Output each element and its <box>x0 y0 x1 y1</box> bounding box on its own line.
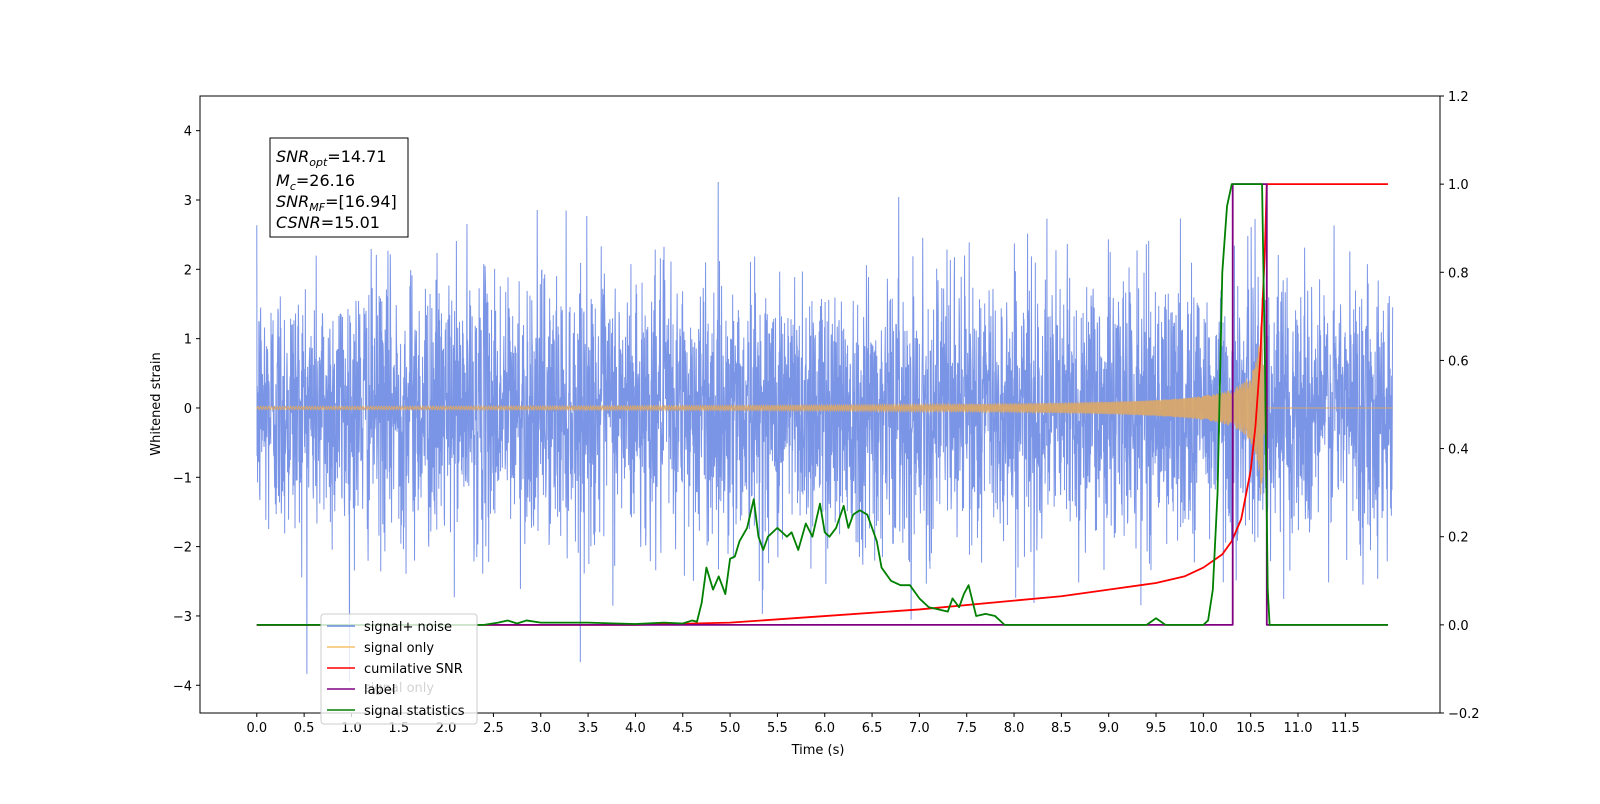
x-tick-label: 11.0 <box>1284 721 1313 736</box>
x-axis-label: Time (s) <box>791 743 845 758</box>
y-left-axis-ticks: 4 3 2 1 0 −1 −2 −3 −4 <box>173 125 200 694</box>
mc-text: Mc=26.16 <box>276 171 355 193</box>
x-tick-label: 2.5 <box>483 721 504 736</box>
legend-entry-signal-noise: signal+ noise <box>327 620 452 635</box>
snr-mf-text: SNRMF=[16.94] <box>276 192 397 214</box>
x-tick-label: 9.0 <box>1098 721 1119 736</box>
legend-entry-label: label <box>327 683 395 698</box>
y-left-tick-label: 3 <box>184 194 192 209</box>
legend-entry-cum-snr: cumilative SNR <box>327 662 463 677</box>
x-tick-label: 6.0 <box>814 721 835 736</box>
x-tick-label: 3.5 <box>578 721 599 736</box>
y-left-tick-label: −3 <box>173 610 192 625</box>
legend-label-signal-only: signal only <box>364 641 434 656</box>
legend-box <box>320 613 478 725</box>
series-layer <box>256 182 1394 682</box>
legend-label-signal-stats: signal statistics <box>364 704 465 719</box>
x-tick-label: 1.5 <box>388 721 409 736</box>
series-cumulative-snr <box>256 183 1388 626</box>
series-signal-only <box>256 297 1393 495</box>
snr-opt-text: SNRopt=14.71 <box>276 147 387 169</box>
x-tick-label: 5.0 <box>720 721 741 736</box>
x-tick-label: 6.5 <box>862 721 883 736</box>
stats-annotation: SNRopt=14.71 Mc=26.16 SNRMF=[16.94] CSNR… <box>269 137 409 238</box>
y-right-tick-label: 1.2 <box>1448 90 1469 105</box>
x-tick-label: 7.0 <box>909 721 930 736</box>
legend: signal only signal+ noise signal only cu… <box>320 613 478 725</box>
legend-entry-signal-stats: signal statistics <box>327 704 465 719</box>
y-axis-label: Whitened strain <box>149 352 164 455</box>
x-tick-label: 0.5 <box>294 721 315 736</box>
y-left-tick-label: −2 <box>173 541 192 556</box>
y-left-tick-label: 1 <box>184 333 192 348</box>
x-tick-label: 11.5 <box>1331 721 1360 736</box>
series-signal-noise <box>256 182 1394 682</box>
series-signal-statistics <box>256 183 1388 626</box>
x-tick-label: 9.5 <box>1146 721 1167 736</box>
x-tick-label: 3.0 <box>530 721 551 736</box>
y-left-tick-label: −4 <box>173 679 192 694</box>
y-left-tick-label: −1 <box>173 471 192 486</box>
y-right-tick-label: 0.6 <box>1448 354 1469 369</box>
y-right-tick-label: −0.2 <box>1448 707 1480 722</box>
y-left-tick-label: 4 <box>184 125 192 140</box>
legend-label-signal-noise: signal+ noise <box>364 620 452 635</box>
x-tick-label: 8.0 <box>1004 721 1025 736</box>
csnr-text: CSNR=15.01 <box>276 213 380 232</box>
x-tick-label: 5.5 <box>767 721 788 736</box>
y-left-tick-label: 2 <box>184 263 192 278</box>
legend-entry-signal-only: signal only <box>327 641 434 656</box>
y-right-tick-label: 0.4 <box>1448 443 1469 458</box>
x-tick-label: 1.0 <box>341 721 362 736</box>
plot-frame <box>199 95 1441 714</box>
x-tick-label: 2.0 <box>436 721 457 736</box>
x-tick-label: 0.0 <box>246 721 267 736</box>
y-right-tick-label: 0.2 <box>1448 531 1469 546</box>
x-tick-label: 4.5 <box>672 721 693 736</box>
legend-hidden-label: signal only <box>364 681 434 696</box>
x-tick-label: 4.0 <box>625 721 646 736</box>
legend-label-cum-snr: cumilative SNR <box>364 662 463 677</box>
legend-label-label: label <box>364 683 395 698</box>
stats-annotation-box <box>269 137 409 238</box>
y-left-tick-label: 0 <box>184 402 192 417</box>
x-tick-label: 10.5 <box>1236 721 1265 736</box>
y-right-tick-label: 1.0 <box>1448 178 1469 193</box>
y-right-tick-label: 0.8 <box>1448 266 1469 281</box>
x-axis-ticks: 0.0 0.5 1.0 1.5 2.0 2.5 3.0 3.5 4.0 4.5 5.0 5.5 6.0 6… <box>246 713 1360 736</box>
y-right-axis-ticks: 1.2 1.0 0.8 0.6 0.4 0.2 0.0 −0.2 <box>1440 90 1480 722</box>
y-right-tick-label: 0.0 <box>1448 619 1469 634</box>
x-tick-label: 7.5 <box>956 721 977 736</box>
x-tick-label: 10.0 <box>1189 721 1218 736</box>
x-tick-label: 8.5 <box>1051 721 1072 736</box>
